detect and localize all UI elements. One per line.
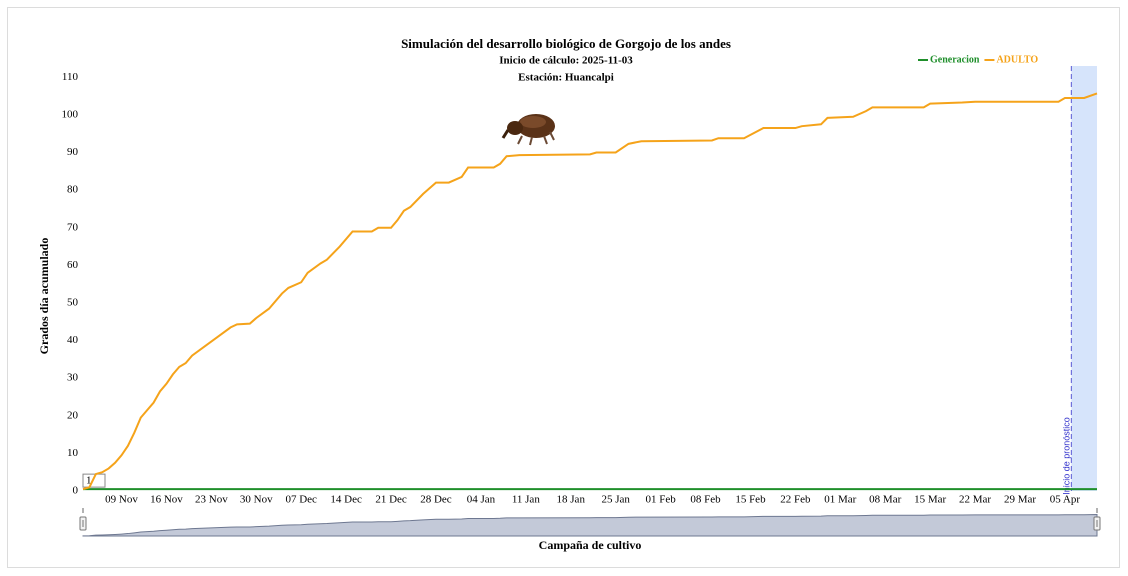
- y-tick-label: 30: [67, 372, 79, 384]
- navigator-area: [82, 513, 1098, 537]
- x-tick-label: 21 Dec: [375, 494, 407, 506]
- x-tick-label: 09 Nov: [105, 494, 138, 506]
- y-tick-label: 50: [67, 296, 79, 308]
- y-tick-label: 70: [67, 221, 79, 233]
- chart-subtitle: Inicio de cálculo: 2025-11-03: [499, 55, 633, 67]
- y-tick-label: 110: [62, 71, 79, 83]
- x-tick-label: 15 Feb: [735, 494, 766, 506]
- x-tick-label: 08 Mar: [869, 494, 901, 506]
- x-tick-label: 14 Dec: [330, 494, 362, 506]
- chart-frame: [7, 7, 1120, 568]
- series-line: [82, 92, 1098, 491]
- x-tick-label: 08 Feb: [690, 494, 721, 506]
- weevil-icon: [501, 114, 555, 146]
- y-tick-label: 90: [67, 146, 79, 158]
- x-tick-label: 15 Mar: [914, 494, 946, 506]
- x-tick-label: 25 Jan: [601, 494, 630, 506]
- series-label: 1: [86, 475, 92, 487]
- chart-title: Simulación del desarrollo biológico de G…: [401, 36, 731, 51]
- y-tick-label: 40: [67, 334, 79, 346]
- y-tick-label: 80: [67, 184, 79, 196]
- x-tick-label: 30 Nov: [240, 494, 273, 506]
- x-tick-label: 16 Nov: [150, 494, 183, 506]
- x-axis-title: Campaña de cultivo: [539, 538, 642, 552]
- background-layer: [1070, 66, 1097, 491]
- x-tick-label: 05 Apr: [1050, 494, 1081, 506]
- forecast-label: Inicio de pronóstico: [1062, 417, 1072, 495]
- y-tick-label: 10: [67, 447, 79, 459]
- x-tick-label: 01 Feb: [645, 494, 676, 506]
- x-tick-label: 22 Mar: [959, 494, 991, 506]
- legend-label: ADULTO: [996, 54, 1038, 65]
- y-axis-title: Grados día acumulado: [37, 238, 51, 355]
- legend-label: Generacion: [930, 54, 980, 65]
- y-tick-label: 60: [67, 259, 79, 271]
- x-tick-label: 07 Dec: [285, 494, 317, 506]
- y-tick-label: 20: [67, 409, 79, 421]
- x-tick-label: 01 Mar: [824, 494, 856, 506]
- y-tick-label: 0: [73, 485, 79, 497]
- chart-subtitle: Estación: Huancalpi: [518, 72, 614, 84]
- x-tick-label: 18 Jan: [557, 494, 586, 506]
- x-tick-label: 22 Feb: [780, 494, 811, 506]
- x-tick-label: 11 Jan: [512, 494, 541, 506]
- x-tick-label: 28 Dec: [420, 494, 452, 506]
- series-label-box: [82, 473, 106, 488]
- x-tick-label: 04 Jan: [467, 494, 496, 506]
- y-tick-label: 100: [62, 108, 79, 120]
- forecast-band: [1071, 66, 1097, 491]
- x-tick-label: 29 Mar: [1004, 494, 1036, 506]
- x-tick-label: 23 Nov: [195, 494, 228, 506]
